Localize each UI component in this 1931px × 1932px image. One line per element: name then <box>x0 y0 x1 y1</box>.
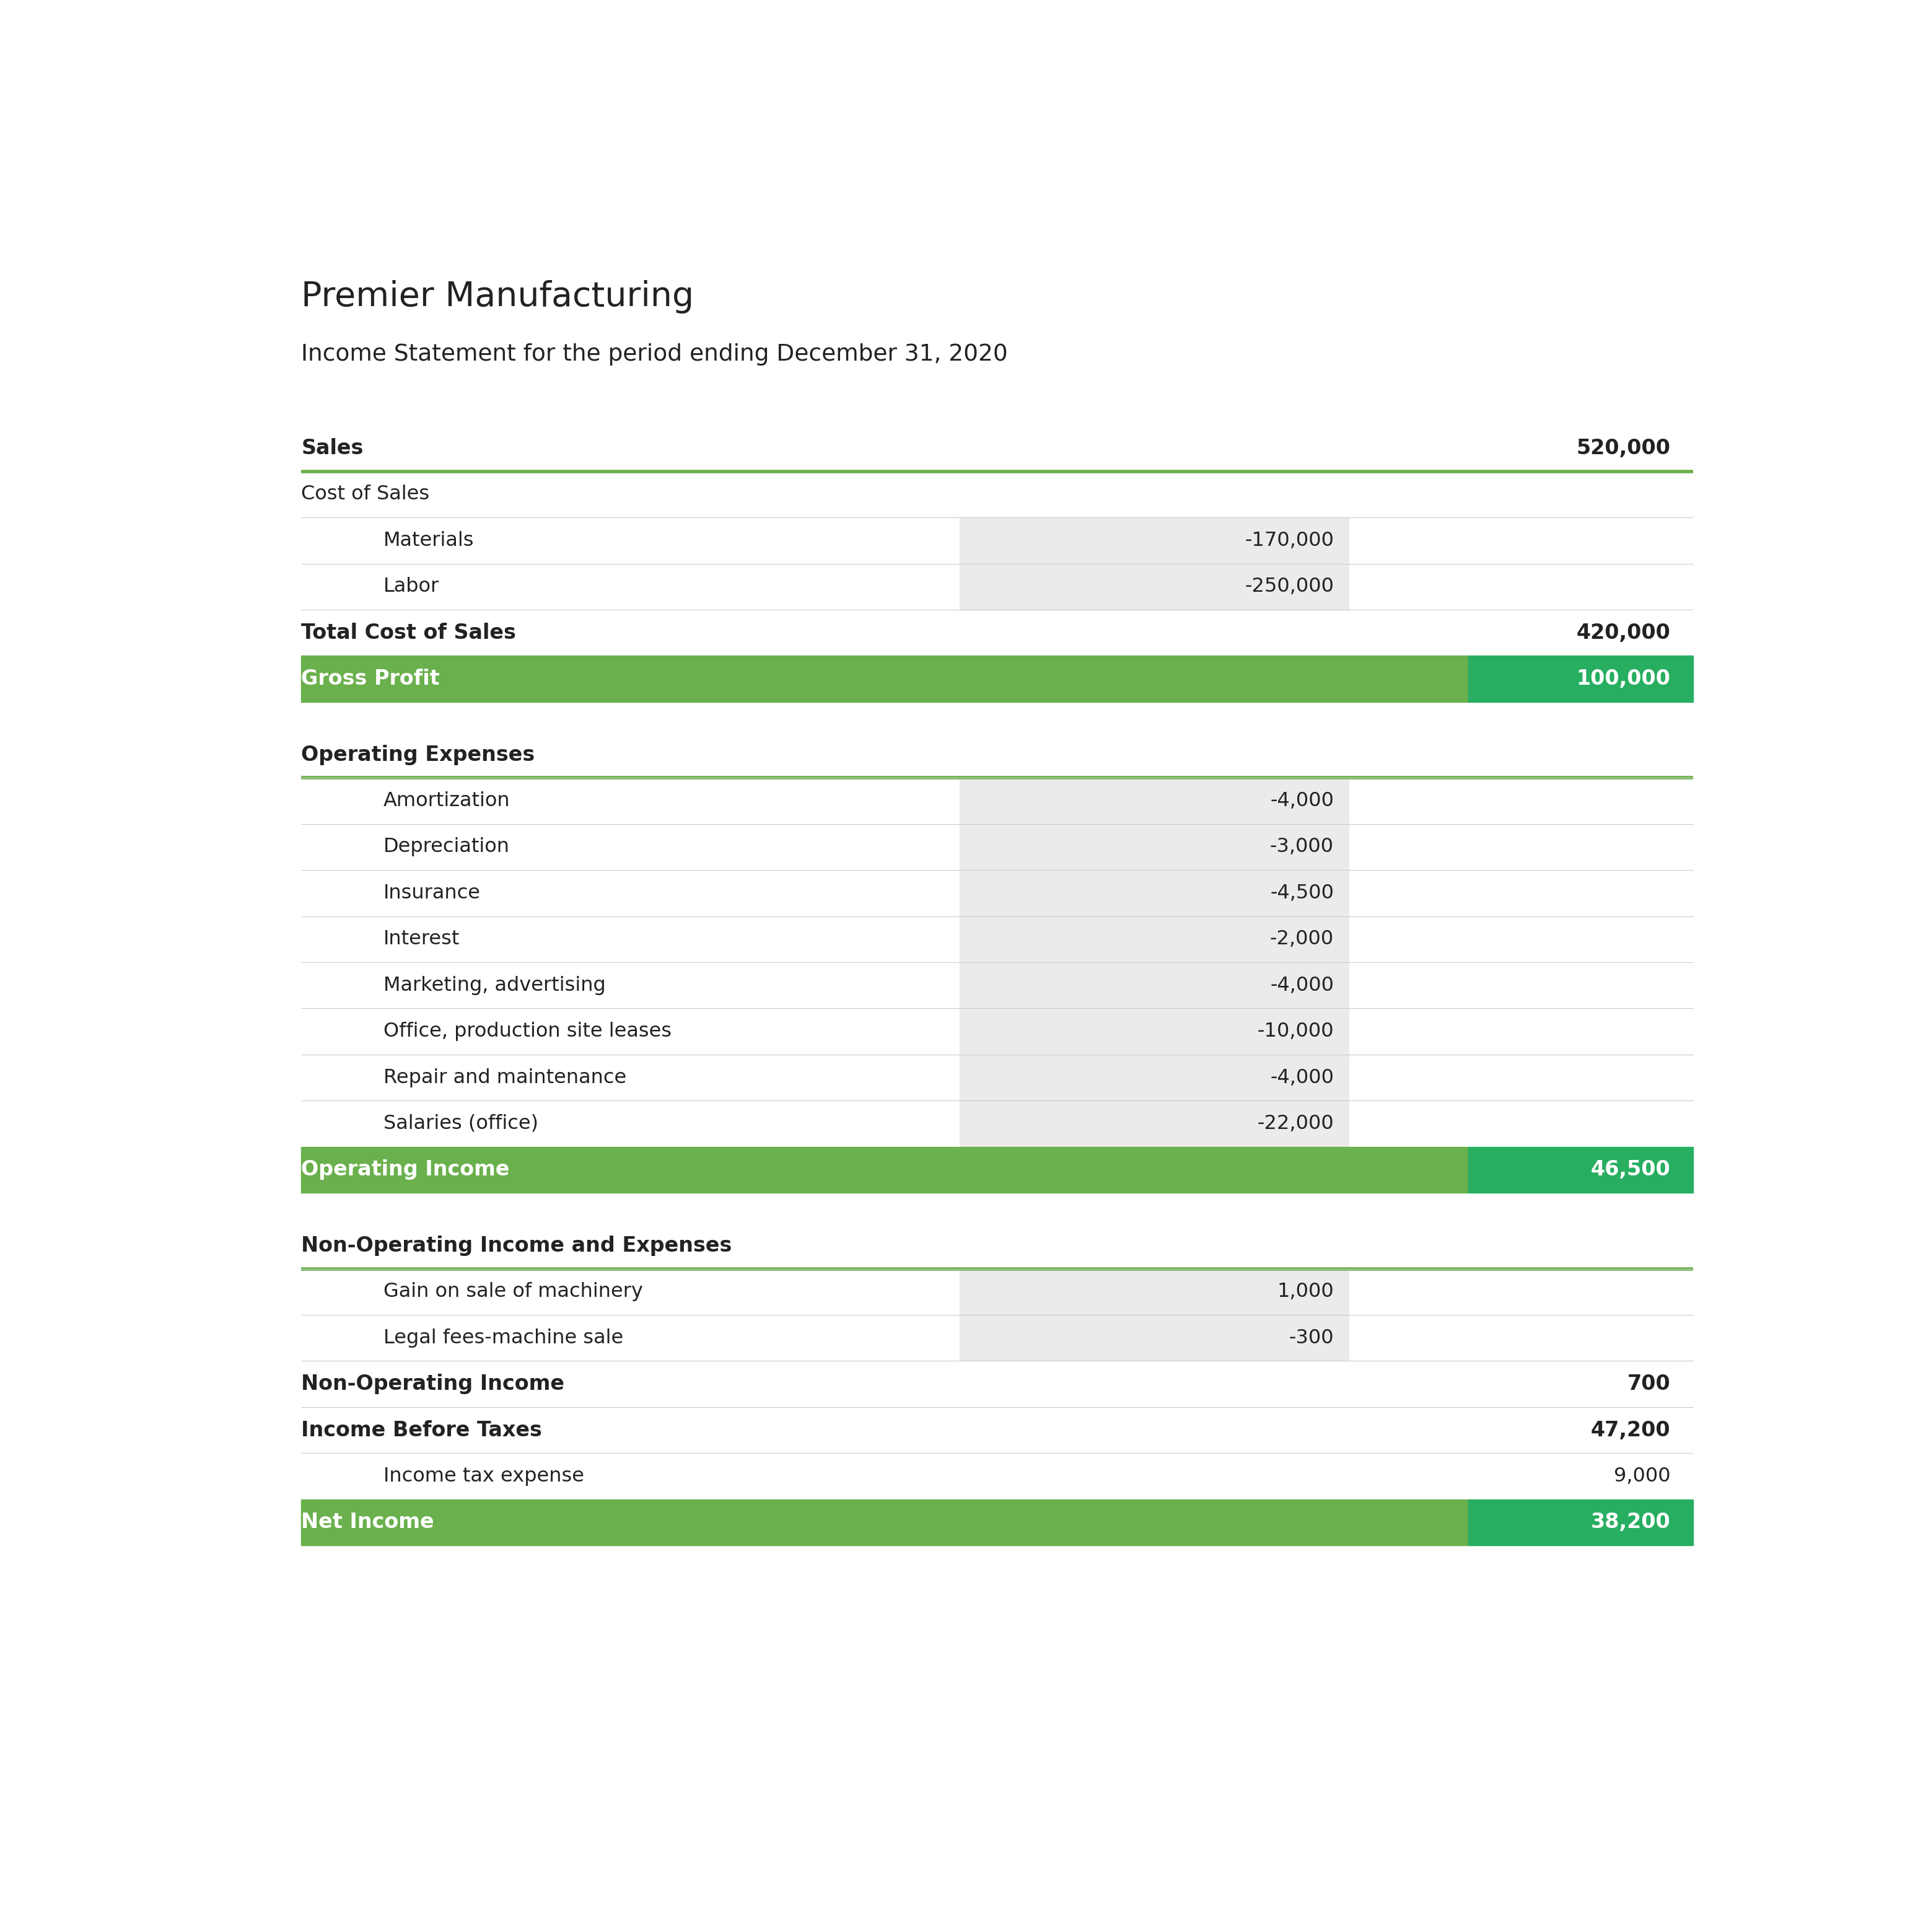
Text: Income Before Taxes: Income Before Taxes <box>301 1420 543 1441</box>
Text: 47,200: 47,200 <box>1591 1420 1670 1441</box>
Text: Insurance: Insurance <box>384 883 481 902</box>
Bar <box>301 1148 1469 1192</box>
Text: Sales: Sales <box>301 439 363 458</box>
Text: Income Statement for the period ending December 31, 2020: Income Statement for the period ending D… <box>301 344 1008 365</box>
Text: 46,500: 46,500 <box>1591 1159 1670 1180</box>
Bar <box>1469 1148 1693 1192</box>
Bar <box>960 1316 1350 1360</box>
Text: 9,000: 9,000 <box>1614 1466 1670 1486</box>
Text: Operating Expenses: Operating Expenses <box>301 744 535 765</box>
Text: 520,000: 520,000 <box>1576 439 1670 458</box>
Text: Gross Profit: Gross Profit <box>301 668 440 690</box>
Text: Salaries (office): Salaries (office) <box>384 1115 539 1134</box>
Text: Amortization: Amortization <box>384 792 510 810</box>
Bar <box>960 1269 1350 1316</box>
Text: Depreciation: Depreciation <box>384 837 510 856</box>
Text: Gain on sale of machinery: Gain on sale of machinery <box>384 1283 643 1302</box>
Text: -4,000: -4,000 <box>1271 1068 1334 1088</box>
Text: 700: 700 <box>1628 1374 1670 1395</box>
Text: Operating Income: Operating Income <box>301 1159 510 1180</box>
Bar <box>960 869 1350 916</box>
Text: 420,000: 420,000 <box>1576 622 1670 643</box>
Bar <box>1469 1499 1693 1546</box>
Bar <box>960 962 1350 1009</box>
Text: Non-Operating Income: Non-Operating Income <box>301 1374 564 1395</box>
Text: -250,000: -250,000 <box>1245 578 1334 597</box>
Bar <box>960 564 1350 611</box>
Text: 100,000: 100,000 <box>1576 668 1670 690</box>
Text: -4,500: -4,500 <box>1271 883 1334 902</box>
Text: Net Income: Net Income <box>301 1513 434 1532</box>
Bar <box>960 1009 1350 1055</box>
Text: Office, production site leases: Office, production site leases <box>384 1022 672 1041</box>
Text: -300: -300 <box>1288 1329 1334 1347</box>
Text: -4,000: -4,000 <box>1271 976 1334 995</box>
Text: Interest: Interest <box>384 929 460 949</box>
Text: Materials: Materials <box>384 531 475 551</box>
Text: Total Cost of Sales: Total Cost of Sales <box>301 622 516 643</box>
Text: -10,000: -10,000 <box>1257 1022 1334 1041</box>
Text: Legal fees-machine sale: Legal fees-machine sale <box>384 1329 624 1347</box>
Text: -170,000: -170,000 <box>1245 531 1334 551</box>
Bar <box>960 823 1350 869</box>
Bar <box>960 779 1350 823</box>
Text: 1,000: 1,000 <box>1276 1283 1334 1302</box>
Text: -22,000: -22,000 <box>1257 1115 1334 1134</box>
Text: -2,000: -2,000 <box>1271 929 1334 949</box>
Text: Labor: Labor <box>384 578 440 597</box>
Text: Premier Manufacturing: Premier Manufacturing <box>301 280 693 313</box>
Text: Non-Operating Income and Expenses: Non-Operating Income and Expenses <box>301 1235 732 1256</box>
Bar <box>301 1499 1469 1546</box>
Text: Marketing, advertising: Marketing, advertising <box>384 976 606 995</box>
Bar <box>1469 655 1693 701</box>
Bar <box>960 916 1350 962</box>
Bar <box>960 1101 1350 1148</box>
Text: Repair and maintenance: Repair and maintenance <box>384 1068 626 1088</box>
Bar <box>960 1055 1350 1101</box>
Text: Cost of Sales: Cost of Sales <box>301 485 429 504</box>
Bar <box>960 518 1350 564</box>
Bar <box>301 655 1469 701</box>
Text: Income tax expense: Income tax expense <box>384 1466 585 1486</box>
Text: 38,200: 38,200 <box>1591 1513 1670 1532</box>
Text: -4,000: -4,000 <box>1271 792 1334 810</box>
Text: -3,000: -3,000 <box>1271 837 1334 856</box>
